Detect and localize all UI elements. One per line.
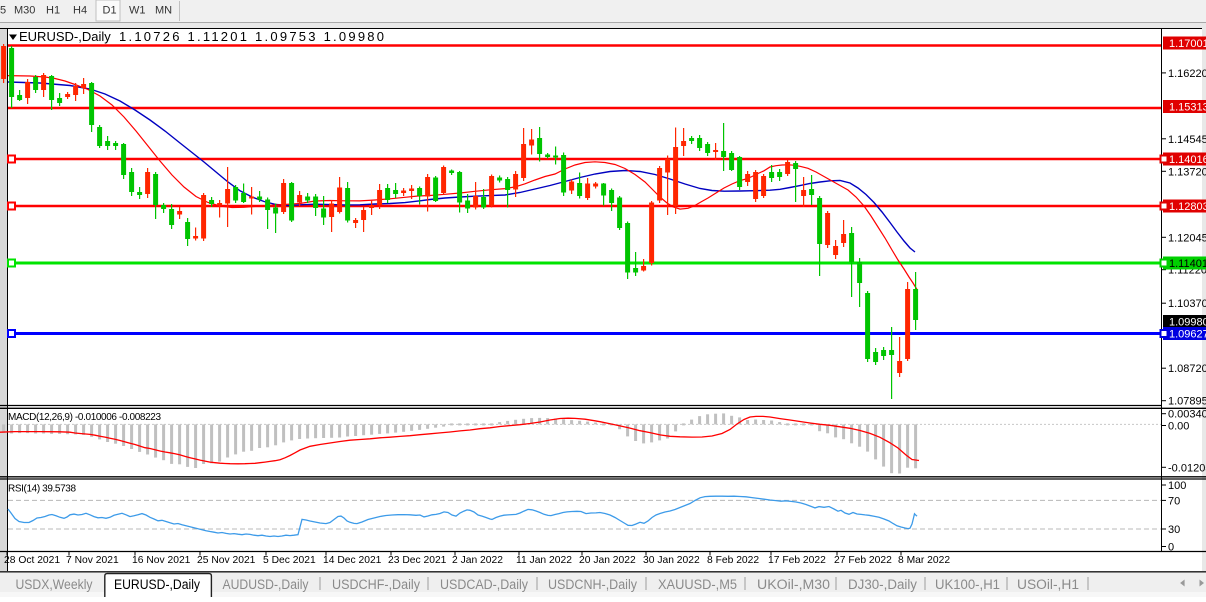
svg-text:11 Jan 2022: 11 Jan 2022 (516, 555, 572, 566)
svg-text:1.09627: 1.09627 (1169, 329, 1206, 341)
svg-text:1.09980: 1.09980 (1169, 317, 1206, 329)
svg-text:17 Feb 2022: 17 Feb 2022 (768, 555, 826, 566)
svg-text:1.08720: 1.08720 (1168, 363, 1206, 375)
svg-text:-0.012058: -0.012058 (1168, 462, 1206, 474)
svg-text:5 Dec 2021: 5 Dec 2021 (263, 555, 316, 566)
svg-text:1.14545: 1.14545 (1168, 134, 1206, 146)
svg-text:D1: D1 (103, 5, 117, 17)
svg-text:1.13720: 1.13720 (1168, 166, 1206, 178)
svg-text:23 Dec 2021: 23 Dec 2021 (388, 555, 447, 566)
svg-text:XAUUSD-,M5: XAUUSD-,M5 (658, 577, 737, 592)
svg-text:1.15313: 1.15313 (1169, 102, 1206, 114)
svg-text:W1: W1 (129, 5, 146, 17)
svg-text:1.16220: 1.16220 (1168, 68, 1206, 80)
svg-text:USDCNH-,Daily: USDCNH-,Daily (548, 577, 637, 592)
svg-text:70: 70 (1168, 495, 1180, 507)
svg-text:0.003408: 0.003408 (1168, 409, 1206, 421)
svg-text:UK100-,H1: UK100-,H1 (935, 577, 1000, 592)
svg-text:USDCAD-,Daily: USDCAD-,Daily (440, 577, 528, 592)
svg-text:1.12045: 1.12045 (1168, 232, 1206, 244)
svg-text:30 Jan 2022: 30 Jan 2022 (643, 555, 700, 566)
svg-text:H4: H4 (73, 5, 87, 17)
svg-text:MACD(12,26,9) -0.010006 -0.008: MACD(12,26,9) -0.010006 -0.008223 (8, 412, 161, 423)
svg-text:8 Feb 2022: 8 Feb 2022 (707, 555, 759, 566)
svg-text:16 Nov 2021: 16 Nov 2021 (132, 555, 191, 566)
svg-text:1.07895: 1.07895 (1168, 396, 1206, 408)
svg-text:DJ30-,Daily: DJ30-,Daily (848, 577, 917, 592)
svg-text:0.00: 0.00 (1168, 421, 1189, 433)
svg-text:AUDUSD-,Daily: AUDUSD-,Daily (223, 577, 309, 592)
svg-text:25 Nov 2021: 25 Nov 2021 (197, 555, 256, 566)
svg-text:0: 0 (1168, 542, 1174, 554)
svg-text:USDCHF-,Daily: USDCHF-,Daily (332, 577, 420, 592)
svg-text:1.10726 1.11201 1.09753 1.0998: 1.10726 1.11201 1.09753 1.09980 (119, 29, 384, 44)
svg-text:2 Jan 2022: 2 Jan 2022 (452, 555, 503, 566)
svg-text:MN: MN (155, 5, 172, 17)
svg-text:14 Dec 2021: 14 Dec 2021 (323, 555, 382, 566)
svg-text:5: 5 (0, 5, 6, 17)
svg-text:EURUSD-,Daily: EURUSD-,Daily (19, 29, 111, 44)
svg-text:1.12803: 1.12803 (1169, 201, 1206, 213)
svg-text:27 Feb 2022: 27 Feb 2022 (834, 555, 892, 566)
svg-text:1.10370: 1.10370 (1168, 298, 1206, 310)
svg-text:28 Oct 2021: 28 Oct 2021 (4, 555, 60, 566)
svg-text:M30: M30 (14, 5, 35, 17)
svg-text:1.17001: 1.17001 (1169, 38, 1206, 50)
svg-text:UKOil-,M30: UKOil-,M30 (757, 577, 830, 592)
svg-text:30: 30 (1168, 524, 1180, 536)
svg-text:USDX,Weekly: USDX,Weekly (16, 577, 93, 592)
svg-text:RSI(14) 39.5738: RSI(14) 39.5738 (8, 484, 76, 495)
svg-text:H1: H1 (46, 5, 60, 17)
svg-text:7 Nov 2021: 7 Nov 2021 (66, 555, 119, 566)
svg-text:20 Jan 2022: 20 Jan 2022 (579, 555, 636, 566)
svg-text:8 Mar 2022: 8 Mar 2022 (898, 555, 950, 566)
svg-text:USOil-,H1: USOil-,H1 (1017, 577, 1079, 592)
svg-text:EURUSD-,Daily: EURUSD-,Daily (114, 577, 200, 592)
svg-text:100: 100 (1168, 480, 1186, 492)
svg-text:1.14016: 1.14016 (1169, 154, 1206, 166)
svg-text:1.11401: 1.11401 (1169, 258, 1206, 270)
